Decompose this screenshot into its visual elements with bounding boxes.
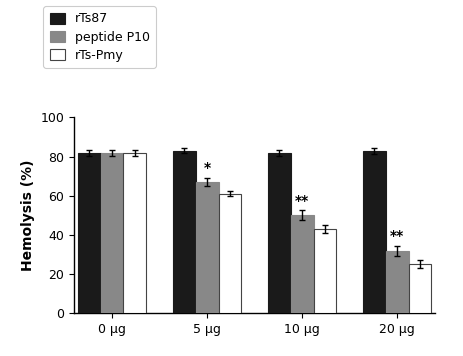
Bar: [268, 153, 291, 313]
Bar: [363, 151, 386, 313]
Bar: [291, 215, 313, 313]
Text: **: **: [390, 229, 404, 243]
Text: **: **: [295, 194, 309, 208]
Text: *: *: [204, 161, 211, 175]
Bar: [196, 182, 219, 313]
Bar: [313, 229, 337, 313]
Bar: [219, 194, 241, 313]
Legend: rTs87, peptide P10, rTs-Pmy: rTs87, peptide P10, rTs-Pmy: [43, 6, 156, 68]
Bar: [78, 153, 100, 313]
Bar: [124, 153, 146, 313]
Bar: [386, 251, 409, 313]
Bar: [409, 264, 432, 313]
Y-axis label: Hemolysis (%): Hemolysis (%): [21, 159, 35, 271]
Bar: [173, 151, 196, 313]
Bar: [100, 153, 124, 313]
